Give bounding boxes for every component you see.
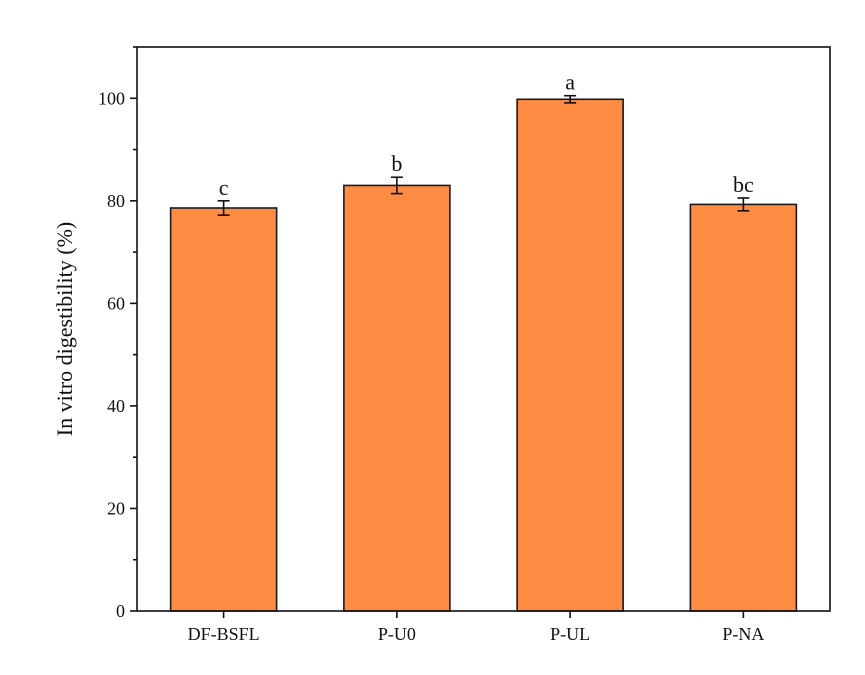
error-bar-p-na [737,197,750,212]
x-tick-label: DF-BSFL [188,624,260,644]
y-tick-label: 60 [107,293,125,313]
bar-p-ul [516,98,624,612]
y-tick-label: 0 [116,601,125,621]
y-tick-label: 20 [107,498,125,518]
error-bar-df-bsfl [217,200,230,216]
x-tick-label: P-U0 [378,624,416,644]
x-tick-label: P-UL [550,624,590,644]
bar-p-na [689,203,798,612]
y-tick-label: 100 [98,88,125,108]
bar-p-u0 [343,184,451,612]
y-tick-label: 40 [107,396,125,416]
plot-frame [136,46,831,612]
significance-letter: c [219,175,229,200]
significance-letter: a [565,70,575,95]
y-axis-label: In vitro digestibility (%) [52,222,77,436]
error-bar-p-u0 [390,176,403,195]
bar-df-bsfl [169,207,278,612]
error-bar-p-ul [564,94,577,104]
significance-letter: bc [733,172,754,197]
y-tick-label: 80 [107,191,125,211]
significance-letter: b [391,151,402,176]
x-tick-label: P-NA [722,624,764,644]
